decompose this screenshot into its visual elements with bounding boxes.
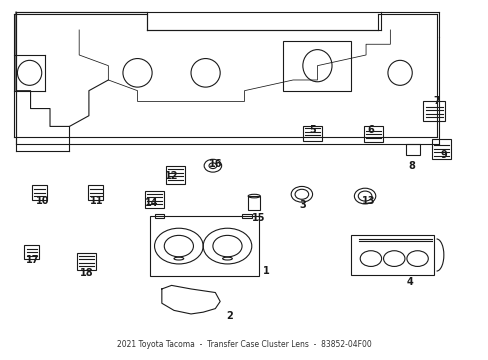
Text: 12: 12 <box>164 171 178 181</box>
Bar <box>242 214 251 217</box>
Bar <box>247 196 260 210</box>
Text: 16: 16 <box>208 159 222 169</box>
Bar <box>363 126 382 143</box>
Bar <box>165 166 185 184</box>
Bar <box>24 245 39 259</box>
Text: 18: 18 <box>80 268 93 278</box>
Bar <box>144 191 164 208</box>
Text: 4: 4 <box>406 277 412 287</box>
Bar <box>351 235 433 275</box>
Text: 17: 17 <box>26 255 40 265</box>
Text: 15: 15 <box>252 212 265 222</box>
Bar <box>154 214 164 217</box>
Text: 2: 2 <box>226 311 233 321</box>
Bar <box>77 253 96 270</box>
Bar <box>431 139 450 158</box>
Text: 7: 7 <box>432 96 439 107</box>
Text: 3: 3 <box>299 200 305 210</box>
Bar <box>405 144 419 155</box>
Text: 14: 14 <box>145 198 159 208</box>
Text: 2021 Toyota Tacoma  -  Transfer Case Cluster Lens  -  83852-04F00: 2021 Toyota Tacoma - Transfer Case Clust… <box>117 340 371 349</box>
Text: 11: 11 <box>89 197 103 206</box>
Text: 9: 9 <box>440 150 447 160</box>
Text: 13: 13 <box>361 197 374 206</box>
Text: 1: 1 <box>263 266 269 276</box>
Text: 5: 5 <box>308 125 315 135</box>
Bar <box>149 216 259 276</box>
Bar <box>423 102 445 121</box>
Bar <box>283 41 351 91</box>
Bar <box>88 185 103 200</box>
Bar <box>302 126 322 141</box>
Text: 8: 8 <box>408 161 415 171</box>
Text: 6: 6 <box>367 125 373 135</box>
Bar <box>31 185 47 200</box>
Text: 10: 10 <box>36 197 49 206</box>
